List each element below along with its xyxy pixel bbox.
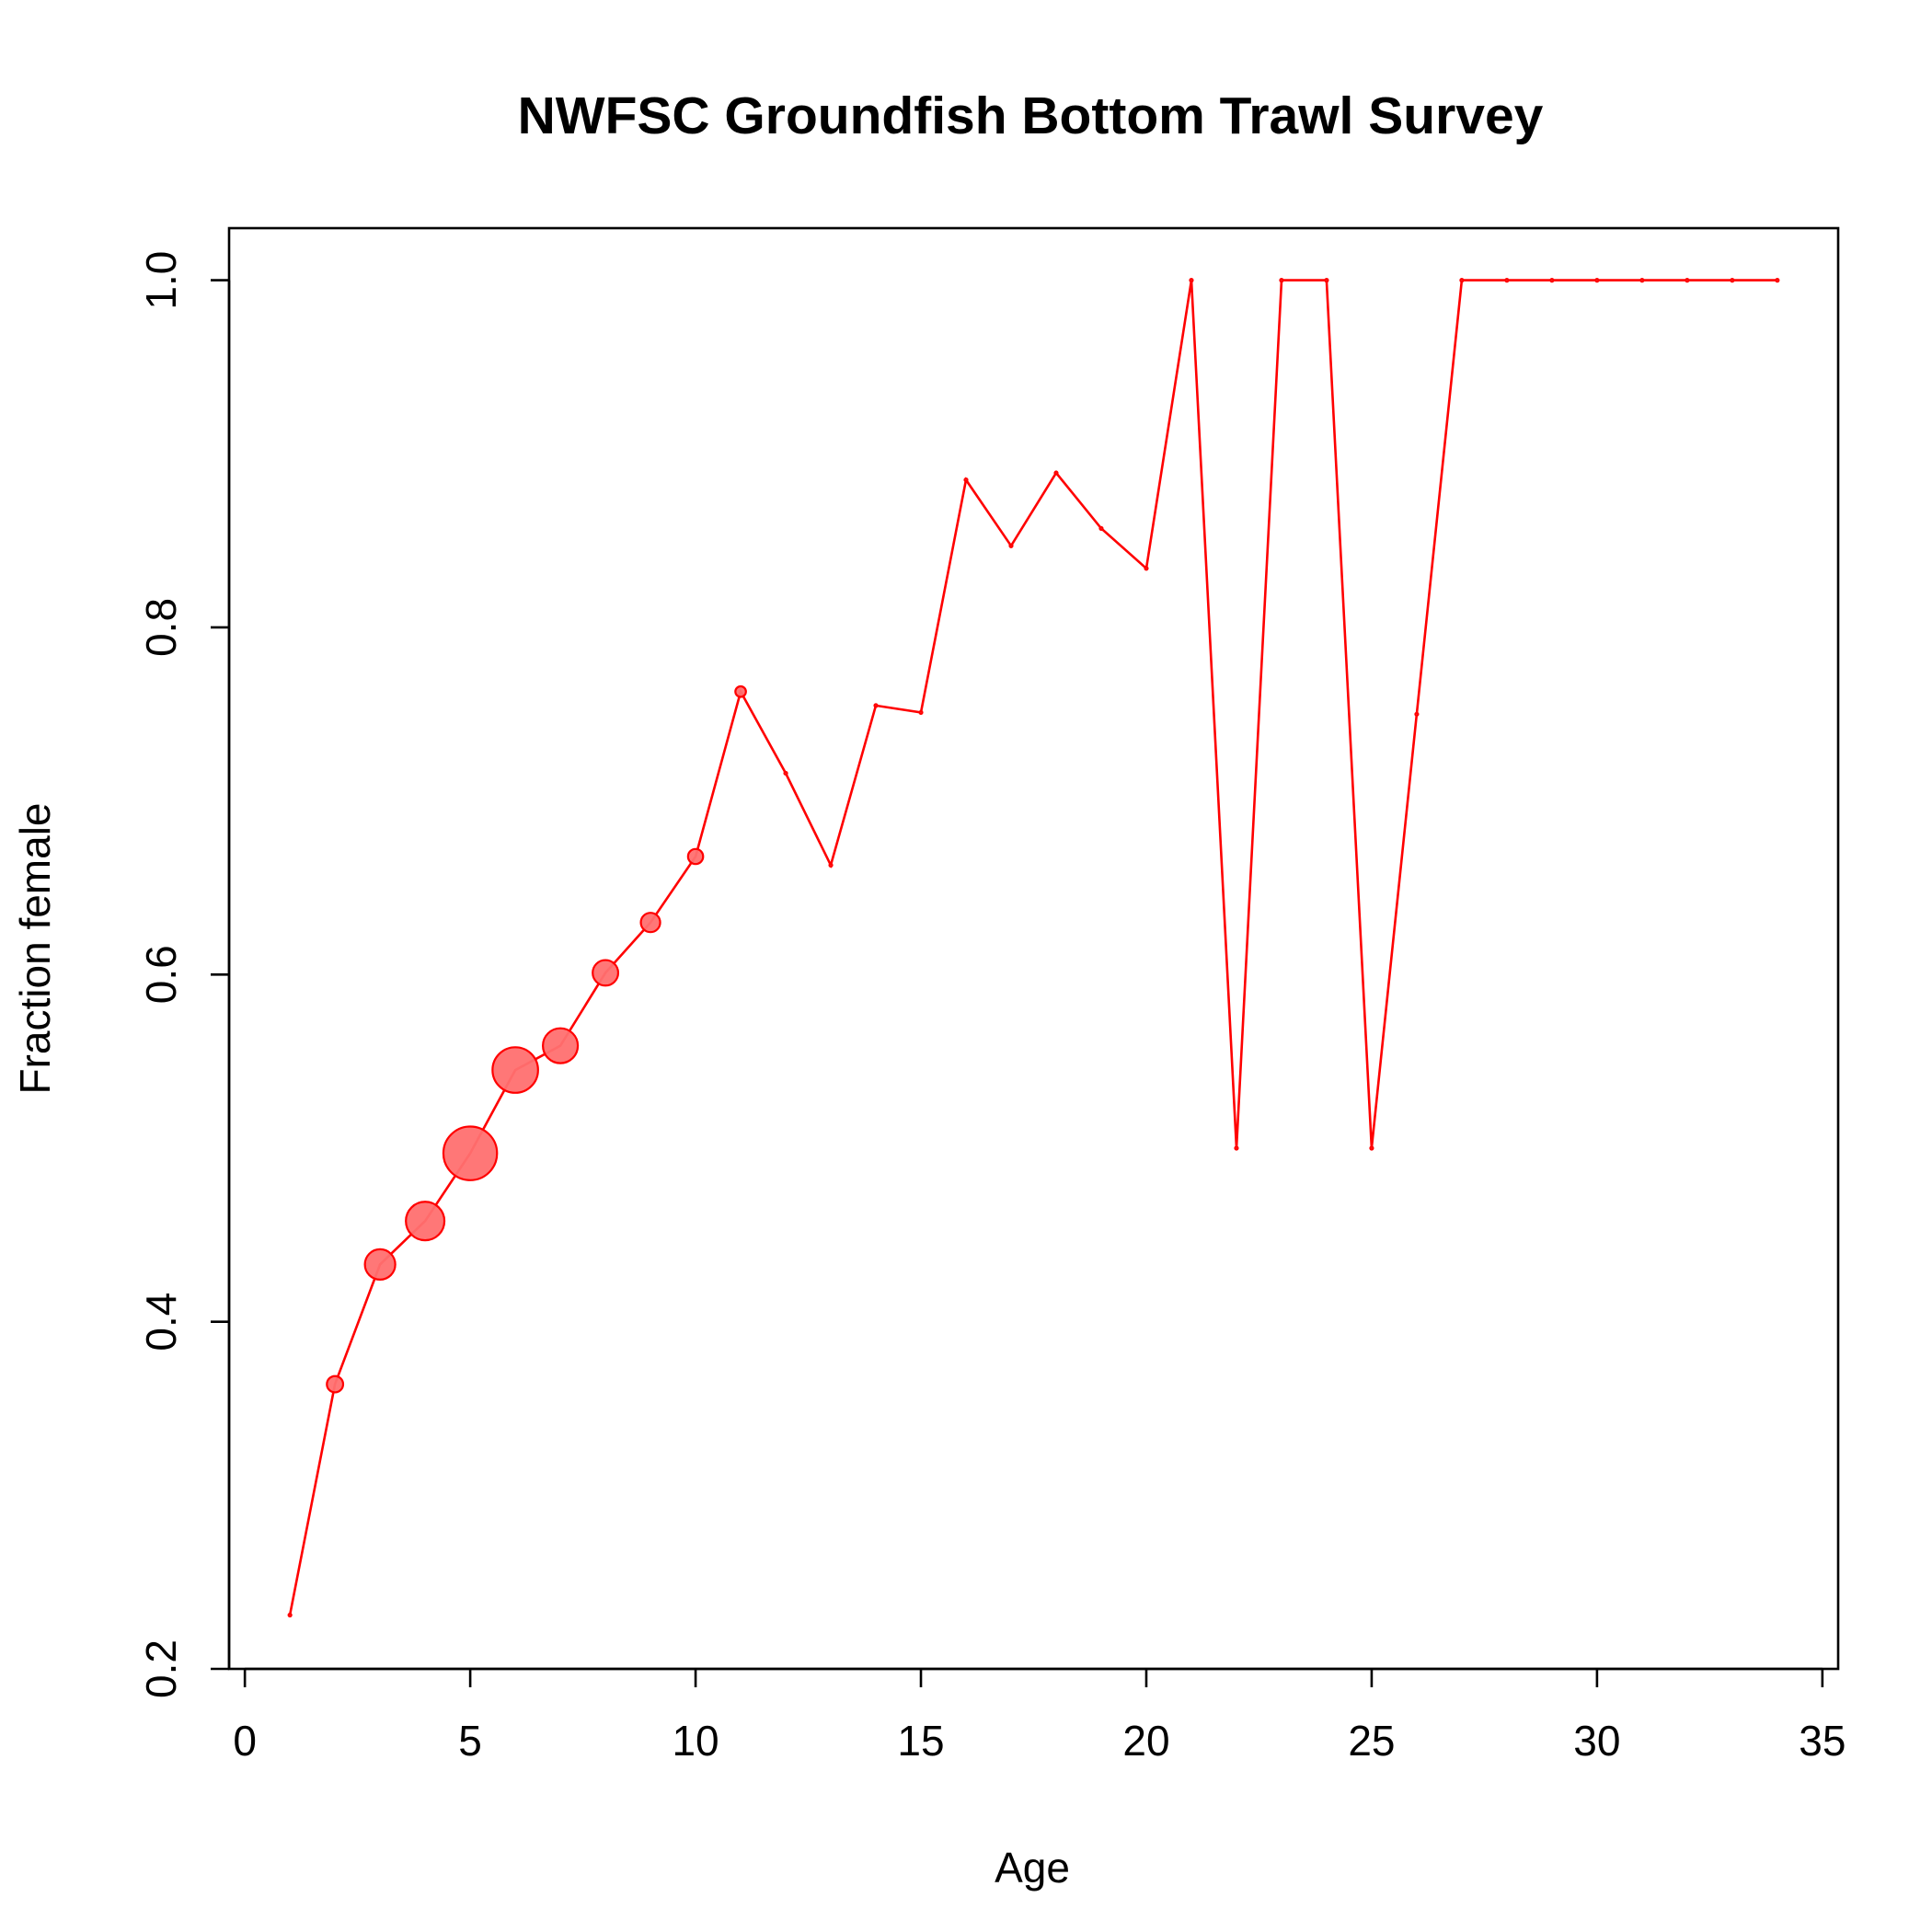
data-point [828, 862, 834, 868]
x-tick-label: 30 [1573, 1717, 1620, 1765]
data-point [541, 1027, 580, 1064]
data-point [1008, 543, 1014, 548]
data-point [783, 770, 788, 776]
y-tick-label: 0.2 [137, 1639, 185, 1698]
y-axis-label: Fraction female [11, 802, 59, 1094]
chart-title: NWFSC Groundfish Bottom Trawl Survey [518, 86, 1544, 145]
data-point [363, 1248, 397, 1281]
data-point [1504, 278, 1510, 283]
data-point [686, 847, 705, 866]
data-point [1775, 278, 1780, 283]
y-axis: 0.2 0.4 0.6 0.8 1.0 [137, 251, 231, 1698]
data-point [1279, 278, 1284, 283]
x-tick-label: 25 [1348, 1717, 1395, 1765]
series-line [288, 279, 1777, 1616]
data-point [491, 1046, 539, 1094]
data-point [1639, 278, 1645, 283]
y-tick-label: 0.6 [137, 945, 185, 1004]
data-point [734, 684, 747, 698]
data-point [405, 1201, 446, 1242]
data-point [1594, 278, 1600, 283]
y-tick-label: 0.4 [137, 1293, 185, 1351]
data-point [1053, 470, 1059, 476]
data-point [1730, 278, 1735, 283]
data-point [639, 912, 661, 934]
data-point [1549, 278, 1555, 283]
data-point [1685, 278, 1690, 283]
data-point [442, 1125, 499, 1181]
data-point [1144, 566, 1149, 571]
data-point [963, 477, 969, 483]
data-point [1234, 1145, 1239, 1151]
y-tick-label: 0.8 [137, 598, 185, 657]
x-tick-label: 15 [897, 1717, 944, 1765]
x-tick-label: 35 [1799, 1717, 1846, 1765]
data-point [1098, 525, 1104, 532]
data-point [1369, 1145, 1374, 1151]
x-tick-label: 0 [233, 1717, 257, 1765]
data-point [326, 1374, 345, 1394]
data-point [287, 1612, 293, 1618]
plot-frame [227, 226, 1840, 1671]
series-layer [287, 278, 1780, 1618]
data-point [918, 709, 924, 716]
data-point [1189, 278, 1194, 283]
x-tick-label: 20 [1122, 1717, 1169, 1765]
data-point [592, 959, 620, 987]
data-point [1414, 711, 1420, 717]
x-tick-label: 10 [672, 1717, 719, 1765]
x-axis: 0 5 10 15 20 25 30 35 [233, 1667, 1846, 1765]
data-point [1324, 278, 1329, 283]
data-point [1459, 278, 1465, 283]
y-tick-label: 1.0 [137, 251, 185, 310]
x-tick-label: 5 [458, 1717, 482, 1765]
data-point [873, 703, 879, 708]
x-axis-label: Age [995, 1844, 1070, 1892]
